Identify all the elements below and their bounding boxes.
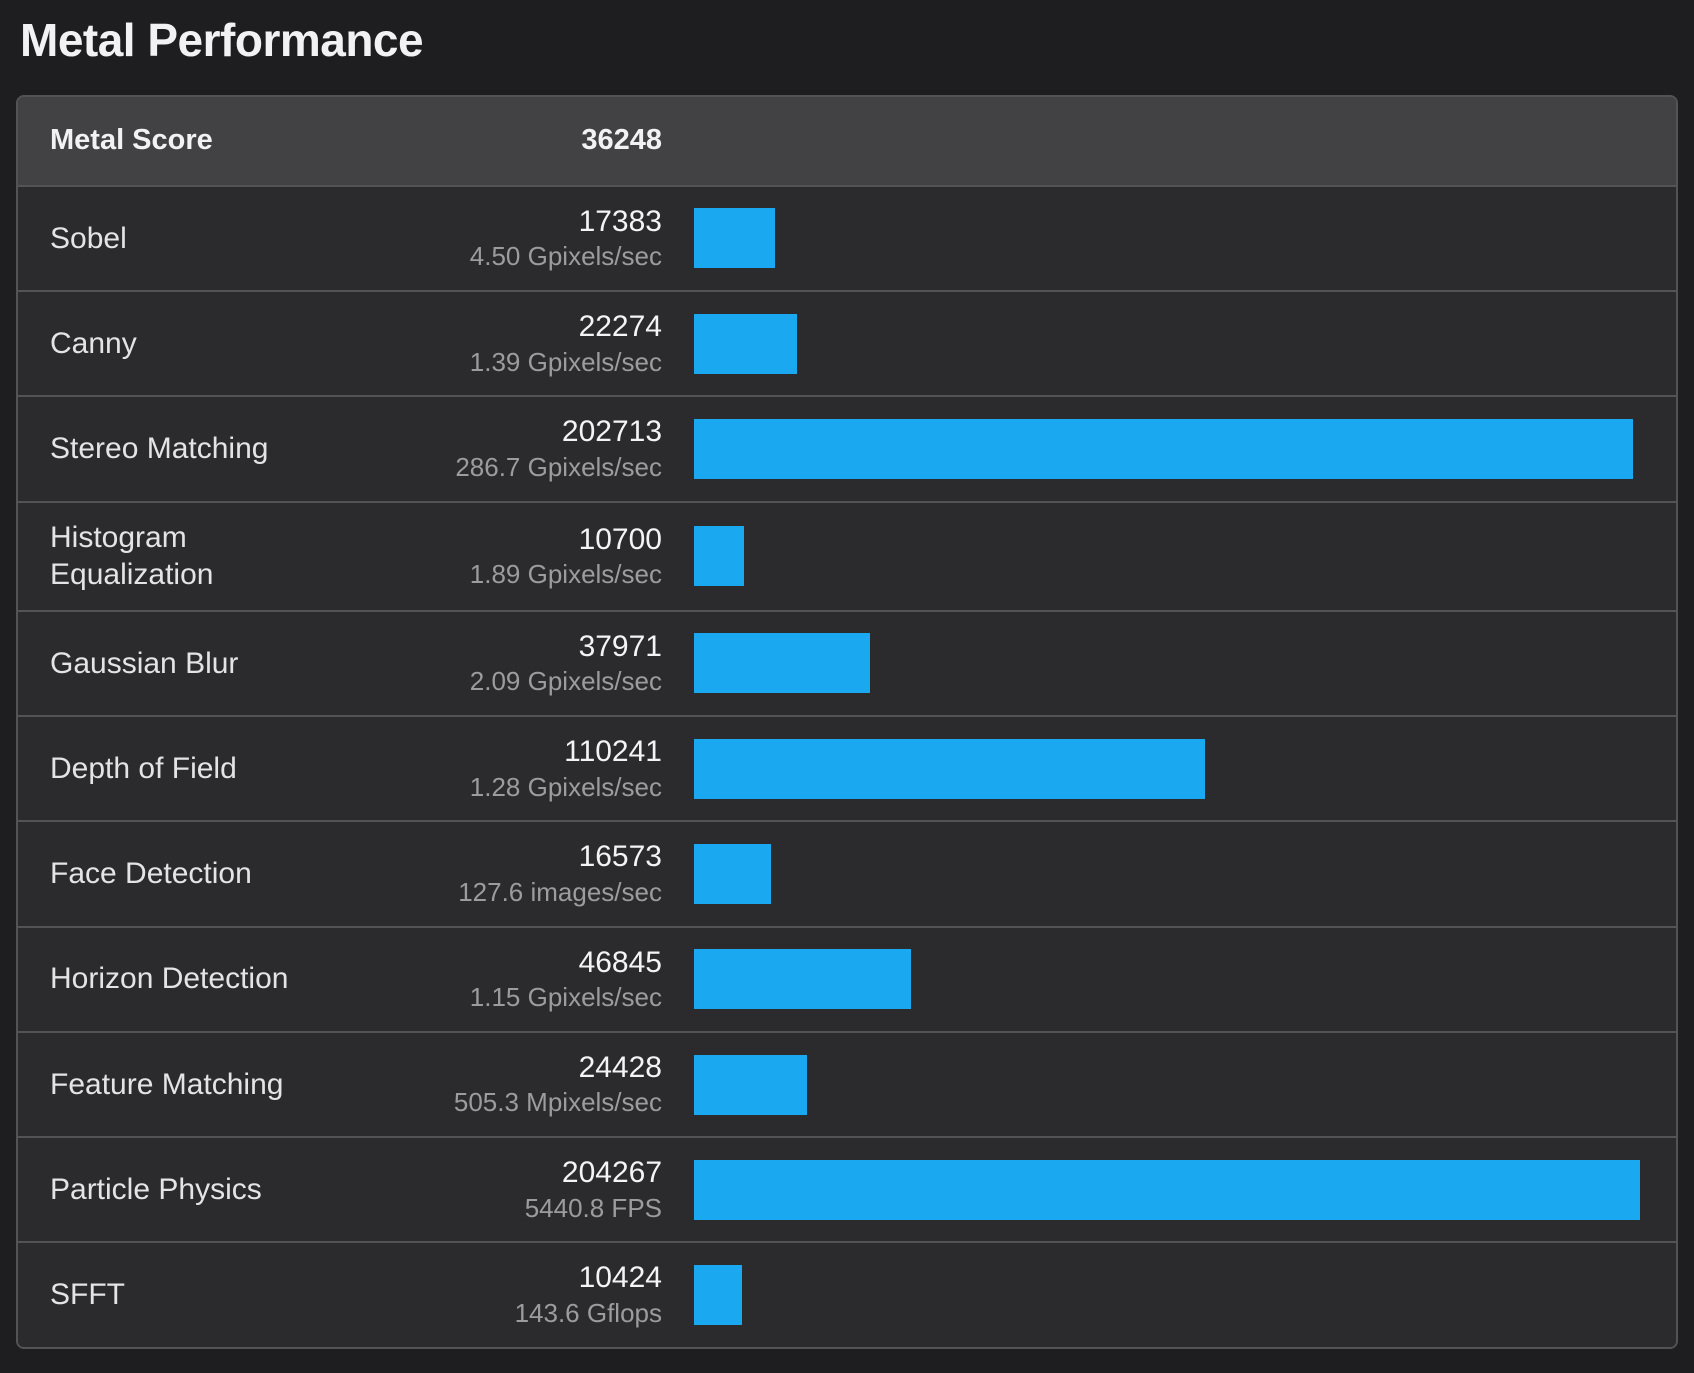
benchmark-score-block: 16573 127.6 images/sec <box>350 838 662 909</box>
benchmark-score: 204267 <box>561 1156 662 1190</box>
benchmark-score-block: 22274 1.39 Gpixels/sec <box>350 308 662 379</box>
benchmark-score: 24428 <box>578 1050 662 1084</box>
bar-track <box>694 1265 1640 1326</box>
benchmark-name: Feature Matching <box>50 1067 284 1101</box>
score-bar <box>694 526 744 587</box>
benchmark-name: Stereo Matching <box>50 432 269 466</box>
score-bar <box>694 949 911 1010</box>
bar-track <box>694 1054 1640 1115</box>
score-bar <box>694 738 1205 799</box>
score-bar <box>694 1159 1640 1220</box>
benchmark-score-block: 202713 286.7 Gpixels/sec <box>350 413 662 484</box>
benchmark-score: 37971 <box>578 629 662 663</box>
benchmark-name: SFFT <box>50 1278 125 1312</box>
bar-cell <box>662 313 1640 374</box>
score-bar <box>694 208 775 269</box>
benchmark-score-block: 24428 505.3 Mpixels/sec <box>350 1049 662 1120</box>
benchmark-score: 17383 <box>578 204 662 238</box>
bar-track <box>694 738 1640 799</box>
benchmark-name: Histogram Equalization <box>50 520 214 592</box>
benchmark-name: Canny <box>50 327 137 360</box>
bar-cell <box>662 526 1640 587</box>
score-bar <box>694 419 1633 480</box>
bar-cell <box>662 633 1640 694</box>
benchmark-score-block: 110241 1.28 Gpixels/sec <box>350 733 662 804</box>
score-bar <box>694 313 798 374</box>
benchmark-rate: 4.50 Gpixels/sec <box>469 241 662 272</box>
benchmark-name: Gaussian Blur <box>50 646 239 680</box>
benchmark-row: Gaussian Blur 37971 2.09 Gpixels/sec <box>18 609 1676 715</box>
benchmark-rate: 5440.8 FPS <box>524 1192 662 1223</box>
score-bar <box>694 1054 808 1115</box>
benchmark-score-block: 204267 5440.8 FPS <box>350 1154 662 1225</box>
benchmark-rate: 2.09 Gpixels/sec <box>469 666 662 697</box>
bar-track <box>694 843 1640 904</box>
bar-cell <box>662 419 1640 480</box>
benchmark-row: Stereo Matching 202713 286.7 Gpixels/sec <box>18 395 1676 501</box>
benchmark-rows: Sobel 17383 4.50 Gpixels/sec Canny 22274… <box>18 186 1676 1347</box>
benchmark-row: Sobel 17383 4.50 Gpixels/sec <box>18 186 1676 291</box>
benchmark-score: 10700 <box>578 522 662 556</box>
benchmark-name: Sobel <box>50 221 127 255</box>
benchmark-row: Canny 22274 1.39 Gpixels/sec <box>18 290 1676 396</box>
benchmark-score-block: 37971 2.09 Gpixels/sec <box>350 628 662 699</box>
benchmark-row: SFFT 10424 143.6 Gflops <box>18 1241 1676 1347</box>
benchmark-score: 110241 <box>564 735 662 768</box>
benchmark-score: 46845 <box>578 945 662 979</box>
benchmark-row: Histogram Equalization 10700 1.89 Gpixel… <box>18 500 1676 610</box>
bar-cell <box>662 843 1640 904</box>
benchmark-rate: 1.28 Gpixels/sec <box>469 771 662 802</box>
benchmark-score: 202713 <box>561 415 662 449</box>
page-title: Metal Performance <box>20 14 424 66</box>
benchmark-row: Particle Physics 204267 5440.8 FPS <box>18 1136 1676 1242</box>
score-bar <box>694 1265 743 1326</box>
benchmark-name: Horizon Detection <box>50 962 289 996</box>
benchmark-name: Particle Physics <box>50 1173 262 1207</box>
bar-track <box>694 313 1640 374</box>
bar-track <box>694 949 1640 1010</box>
benchmark-score-block: 17383 4.50 Gpixels/sec <box>350 203 662 274</box>
benchmark-rate: 1.89 Gpixels/sec <box>469 559 662 590</box>
benchmark-rate: 143.6 Gflops <box>514 1297 662 1328</box>
bar-cell <box>662 1054 1640 1115</box>
benchmark-results-table: Metal Score 36248 Sobel 17383 4.50 Gpixe… <box>16 94 1678 1349</box>
benchmark-rate: 286.7 Gpixels/sec <box>455 451 662 482</box>
benchmark-score-block: 10700 1.89 Gpixels/sec <box>350 521 662 592</box>
benchmark-row: Face Detection 16573 127.6 images/sec <box>18 820 1676 926</box>
benchmark-name: Depth of Field <box>50 751 237 785</box>
bar-cell <box>662 1159 1640 1220</box>
bar-track <box>694 208 1640 269</box>
benchmark-rate: 1.15 Gpixels/sec <box>469 982 662 1013</box>
benchmark-rate: 1.39 Gpixels/sec <box>469 346 662 377</box>
metal-score-label: Metal Score <box>50 124 213 157</box>
bar-cell <box>662 738 1640 799</box>
benchmark-score: 16573 <box>578 840 662 874</box>
bar-track <box>694 419 1640 480</box>
benchmark-name: Face Detection <box>50 857 252 891</box>
metal-score-value: 36248 <box>581 124 662 157</box>
benchmark-score-block: 46845 1.15 Gpixels/sec <box>350 944 662 1015</box>
score-bar <box>694 633 870 694</box>
bar-cell <box>662 949 1640 1010</box>
benchmark-score-block: 10424 143.6 Gflops <box>350 1259 662 1330</box>
benchmark-row: Depth of Field 110241 1.28 Gpixels/sec <box>18 715 1676 821</box>
benchmark-rate: 505.3 Mpixels/sec <box>453 1087 662 1118</box>
bar-cell <box>662 1265 1640 1326</box>
metal-score-header-row: Metal Score 36248 <box>18 96 1676 187</box>
bar-track <box>694 1159 1640 1220</box>
score-bar <box>694 843 771 904</box>
bar-cell <box>662 208 1640 269</box>
benchmark-score: 10424 <box>578 1261 662 1295</box>
benchmark-row: Feature Matching 24428 505.3 Mpixels/sec <box>18 1030 1676 1137</box>
bar-track <box>694 633 1640 694</box>
bar-track <box>694 526 1640 587</box>
benchmark-rate: 127.6 images/sec <box>458 876 662 907</box>
benchmark-row: Horizon Detection 46845 1.15 Gpixels/sec <box>18 925 1676 1031</box>
benchmark-score: 22274 <box>578 310 662 344</box>
